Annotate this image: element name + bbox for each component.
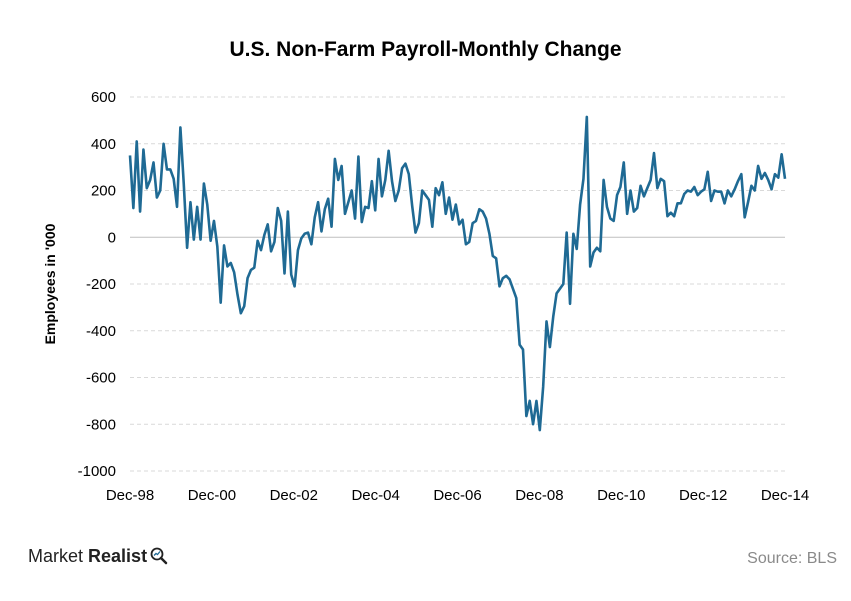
- magnifier-icon: [149, 546, 169, 571]
- chart-title: U.S. Non-Farm Payroll-Monthly Change: [229, 38, 622, 61]
- brand-name-part1: Market: [28, 546, 84, 566]
- y-tick-labels: 600 400 200 0 -200 -400 -600 -800 -1000: [78, 89, 116, 480]
- x-tick-labels: Dec-98 Dec-00 Dec-02 Dec-04 Dec-06 Dec-08 Dec-…: [106, 487, 809, 504]
- source-note: Source: BLS: [747, 550, 837, 567]
- y-tick-label: 600: [91, 89, 116, 106]
- y-tick-label: 400: [91, 136, 116, 153]
- y-tick-label: -200: [86, 276, 116, 293]
- x-tick-label: Dec-98: [106, 487, 154, 504]
- x-tick-label: Dec-06: [433, 487, 481, 504]
- payroll-series-line: [128, 115, 787, 432]
- x-tick-label: Dec-14: [761, 487, 809, 504]
- y-tick-label: 200: [91, 183, 116, 200]
- y-tick-label: -400: [86, 323, 116, 340]
- x-tick-label: Dec-08: [515, 487, 563, 504]
- y-tick-label: 0: [108, 229, 116, 246]
- x-tick-label: Dec-02: [270, 487, 318, 504]
- brand-name-part2: Realist: [88, 546, 148, 566]
- y-tick-label: -800: [86, 416, 116, 433]
- gridlines: [130, 96, 785, 472]
- y-axis-label: Employees in '000: [42, 223, 58, 344]
- x-tick-label: Dec-04: [351, 487, 399, 504]
- x-tick-label: Dec-00: [188, 487, 236, 504]
- y-tick-label: -1000: [78, 463, 116, 480]
- y-tick-label: -600: [86, 370, 116, 387]
- x-tick-label: Dec-10: [597, 487, 645, 504]
- x-tick-label: Dec-12: [679, 487, 727, 504]
- market-realist-logo: Market Realist: [28, 546, 169, 571]
